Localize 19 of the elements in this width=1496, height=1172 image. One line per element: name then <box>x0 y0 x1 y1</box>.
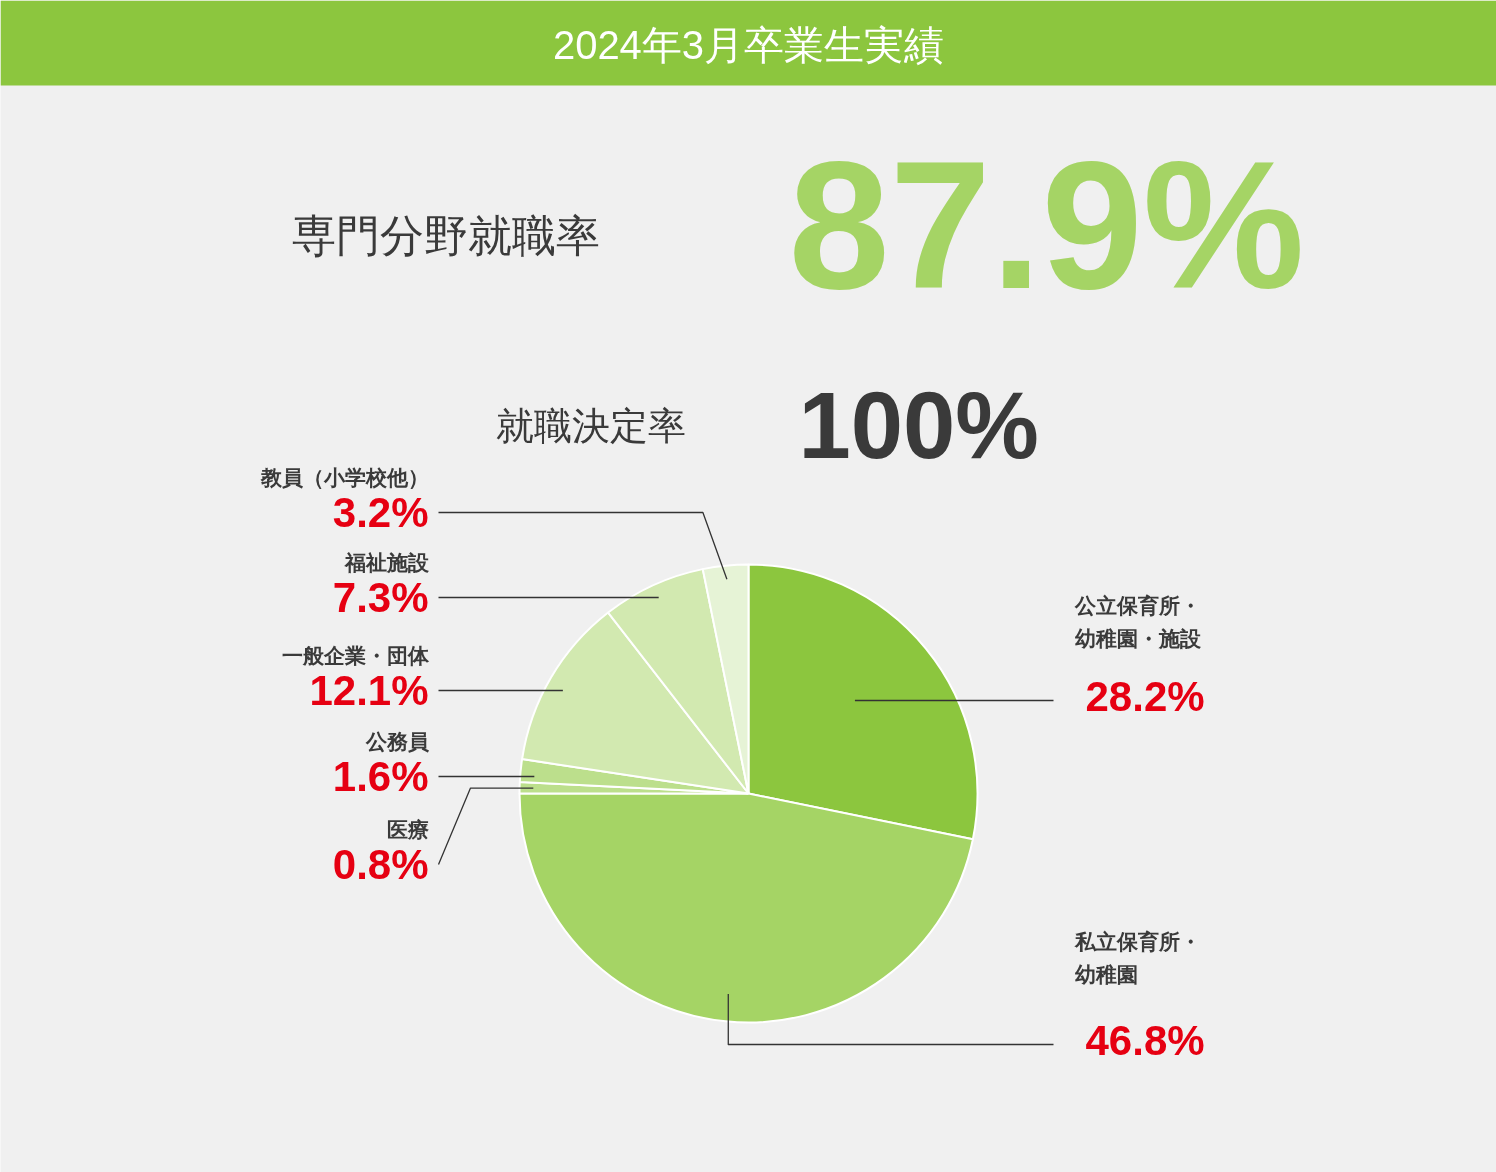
data-label: 28.2% <box>1085 673 1205 720</box>
data-label: 12.1% <box>309 667 429 714</box>
slice-label: 一般企業・団体 <box>281 643 430 667</box>
chart-title: 2024年3月卒業生実績 <box>552 22 945 67</box>
data-label: 0.8% <box>332 841 429 888</box>
text: 100% <box>798 373 1039 478</box>
slice-label: 福祉施設 <box>343 550 430 574</box>
text: 就職決定率 <box>495 404 686 447</box>
text: 専門分野就職率 <box>291 211 600 260</box>
slice-label: 公立保育所・幼稚園・施設 <box>1073 594 1202 651</box>
text: 87.9% <box>788 122 1305 327</box>
data-label: 46.8% <box>1085 1017 1205 1064</box>
slice-label: 私立保育所・幼稚園 <box>1073 930 1201 987</box>
slice-label: 教員（小学校他） <box>259 465 429 489</box>
data-label: 1.6% <box>332 753 429 800</box>
data-label: 7.3% <box>332 574 429 621</box>
slice-label: 公務員 <box>364 729 429 753</box>
slice-label: 医療 <box>386 817 429 841</box>
data-label: 3.2% <box>332 489 429 536</box>
